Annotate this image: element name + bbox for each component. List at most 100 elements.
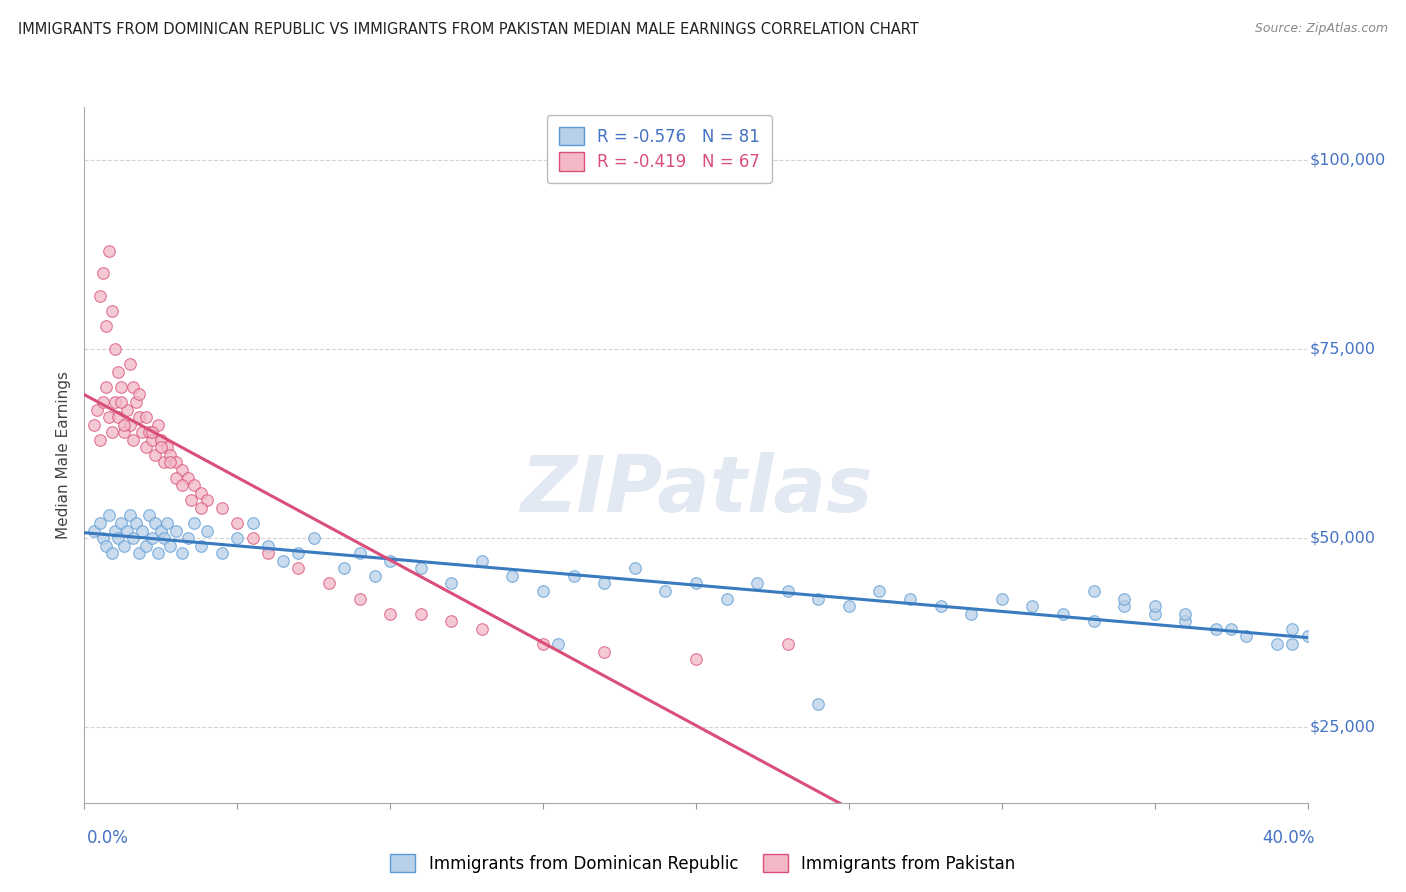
Point	[183, 478, 205, 492]
Point	[141, 433, 163, 447]
Point	[104, 395, 127, 409]
Point	[122, 380, 145, 394]
Point	[146, 417, 169, 432]
Point	[195, 493, 218, 508]
Point	[107, 365, 129, 379]
Point	[1234, 629, 1257, 643]
Point	[1083, 615, 1105, 629]
Point	[257, 546, 280, 560]
Point	[165, 470, 187, 484]
Point	[107, 410, 129, 425]
Point	[107, 531, 129, 545]
Point	[146, 546, 169, 560]
Point	[624, 561, 647, 575]
Point	[165, 524, 187, 538]
Point	[180, 493, 202, 508]
Point	[1281, 622, 1303, 636]
Point	[685, 576, 707, 591]
Point	[149, 433, 172, 447]
Point	[211, 546, 233, 560]
Point	[97, 410, 120, 425]
Point	[83, 417, 105, 432]
Point	[141, 425, 163, 440]
Point	[135, 539, 157, 553]
Point	[747, 576, 769, 591]
Point	[531, 637, 554, 651]
Point	[97, 244, 120, 258]
Point	[159, 455, 181, 469]
Point	[349, 546, 371, 560]
Point	[159, 539, 181, 553]
Point	[172, 478, 194, 492]
Point	[333, 561, 356, 575]
Point	[807, 698, 830, 712]
Point	[1021, 599, 1043, 614]
Point	[110, 380, 132, 394]
Point	[502, 569, 524, 583]
Point	[287, 561, 309, 575]
Point	[94, 319, 117, 334]
Point	[898, 591, 921, 606]
Point	[165, 455, 187, 469]
Point	[149, 441, 172, 455]
Point	[153, 455, 176, 469]
Point	[89, 433, 111, 447]
Legend: Immigrants from Dominican Republic, Immigrants from Pakistan: Immigrants from Dominican Republic, Immi…	[384, 847, 1022, 880]
Point	[1114, 599, 1136, 614]
Point	[409, 561, 432, 575]
Point	[83, 524, 105, 538]
Point	[94, 539, 117, 553]
Point	[380, 554, 402, 568]
Text: $75,000: $75,000	[1310, 342, 1376, 357]
Point	[349, 591, 371, 606]
Point	[190, 539, 212, 553]
Point	[929, 599, 952, 614]
Text: ZIPatlas: ZIPatlas	[520, 451, 872, 528]
Point	[1205, 622, 1227, 636]
Point	[141, 531, 163, 545]
Point	[1083, 584, 1105, 599]
Point	[1174, 615, 1197, 629]
Point	[91, 395, 114, 409]
Point	[112, 425, 135, 440]
Point	[177, 470, 200, 484]
Text: 0.0%: 0.0%	[87, 829, 129, 847]
Point	[776, 584, 799, 599]
Point	[110, 395, 132, 409]
Point	[257, 539, 280, 553]
Point	[120, 508, 142, 523]
Text: Source: ZipAtlas.com: Source: ZipAtlas.com	[1254, 22, 1388, 36]
Point	[1265, 637, 1288, 651]
Point	[183, 516, 205, 530]
Point	[110, 516, 132, 530]
Point	[960, 607, 983, 621]
Legend: R = -0.576   N = 81, R = -0.419   N = 67: R = -0.576 N = 81, R = -0.419 N = 67	[547, 115, 772, 183]
Point	[364, 569, 387, 583]
Text: IMMIGRANTS FROM DOMINICAN REPUBLIC VS IMMIGRANTS FROM PAKISTAN MEDIAN MALE EARNI: IMMIGRANTS FROM DOMINICAN REPUBLIC VS IM…	[18, 22, 920, 37]
Y-axis label: Median Male Earnings: Median Male Earnings	[56, 371, 72, 539]
Point	[440, 576, 463, 591]
Point	[547, 637, 569, 651]
Point	[1281, 637, 1303, 651]
Point	[89, 289, 111, 303]
Point	[104, 342, 127, 356]
Point	[89, 516, 111, 530]
Point	[128, 410, 150, 425]
Point	[120, 417, 142, 432]
Point	[94, 380, 117, 394]
Text: 40.0%: 40.0%	[1263, 829, 1315, 847]
Point	[471, 622, 494, 636]
Point	[143, 448, 166, 462]
Point	[135, 441, 157, 455]
Point	[172, 463, 194, 477]
Point	[115, 402, 138, 417]
Point	[271, 554, 294, 568]
Point	[138, 425, 160, 440]
Point	[1220, 622, 1243, 636]
Point	[654, 584, 676, 599]
Point	[1174, 607, 1197, 621]
Point	[685, 652, 707, 666]
Point	[125, 395, 148, 409]
Point	[149, 524, 172, 538]
Point	[302, 531, 325, 545]
